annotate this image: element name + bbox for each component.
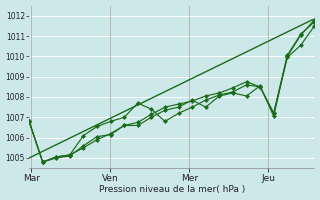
X-axis label: Pression niveau de la mer( hPa ): Pression niveau de la mer( hPa ) (99, 185, 245, 194)
